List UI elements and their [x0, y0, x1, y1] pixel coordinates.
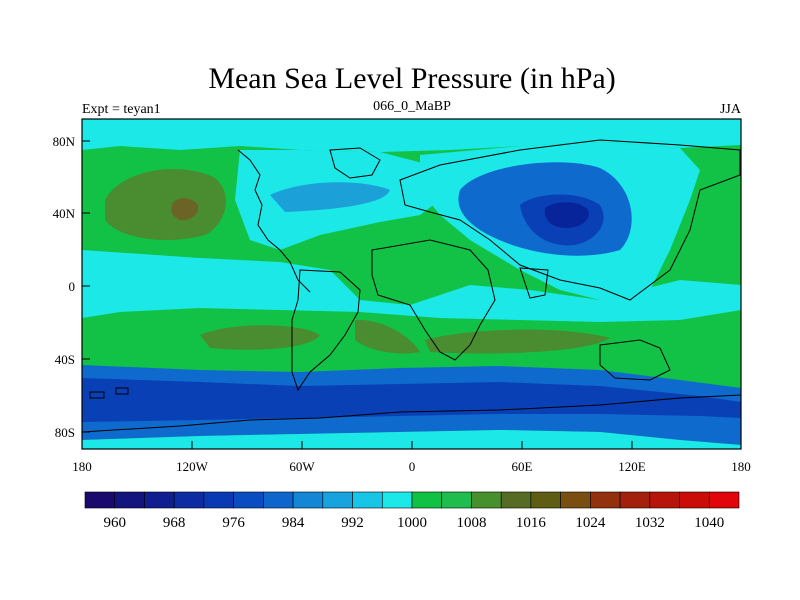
colorbar-swatch: [114, 491, 145, 509]
colorbar-swatch: [560, 491, 591, 509]
y-tick-label: 40N: [53, 206, 76, 221]
colorbar-swatch: [84, 491, 116, 509]
x-tick-label: 0: [409, 459, 416, 474]
colorbar-label: 960: [103, 515, 126, 531]
colorbar-swatch: [471, 491, 502, 509]
colorbar-swatch: [173, 491, 205, 509]
field-southern-984: [82, 378, 741, 422]
colorbar-swatch: [590, 491, 621, 509]
coastlines: [82, 139, 741, 433]
figure-title: Mean Sea Level Pressure (in hPa): [208, 62, 615, 95]
subtitle-experiment: Expt = teyan1: [82, 102, 161, 117]
field-natl-992: [270, 182, 390, 212]
colorbar-label: 976: [222, 515, 245, 531]
colorbar-swatch: [322, 491, 353, 509]
y-tick-label: 0: [69, 279, 76, 294]
colorbar-swatch: [352, 491, 383, 509]
colorbar-label: 1008: [456, 515, 486, 531]
field-asia-low-968: [544, 202, 589, 228]
colorbar-swatch: [649, 491, 680, 509]
colorbar-label: 1016: [516, 515, 547, 531]
field-npacific-1024: [171, 198, 199, 221]
field-antarctic-1000: [82, 430, 741, 449]
y-tick-label: 40S: [55, 352, 75, 367]
colorbar-label: 968: [163, 515, 186, 531]
colorbar-label: 1000: [397, 515, 427, 531]
field-spacific-1016: [200, 325, 320, 350]
colorbar-swatch: [679, 491, 710, 509]
field-satl-1016: [355, 319, 420, 354]
colorbar-swatch: [233, 491, 264, 509]
colorbar-label: 984: [282, 515, 305, 531]
colorbar-label: 1040: [694, 515, 724, 531]
x-axis: 180 120W 60W 0 60E 120E 180: [72, 441, 751, 474]
y-tick-label: 80S: [55, 425, 75, 440]
colorbar-labels: 960 968 976 984 992 1000 1008 1016 1024 1032 1040: [103, 515, 724, 531]
colorbar-label: 992: [341, 515, 364, 531]
colorbar-swatch: [708, 491, 740, 509]
colorbar-swatch: [500, 491, 532, 509]
x-tick-label: 120W: [176, 459, 209, 474]
colorbar-swatch: [619, 491, 651, 509]
pressure-field: [82, 119, 741, 449]
subtitle-season: JJA: [720, 102, 742, 117]
x-tick-label: 180: [731, 459, 751, 474]
subtitle-age: 066_0_MaBP: [373, 99, 451, 114]
colorbar: [84, 491, 740, 509]
field-tropics-1000: [82, 250, 741, 322]
colorbar-label: 1032: [635, 515, 665, 531]
y-tick-label: 80N: [53, 134, 76, 149]
colorbar-swatch: [292, 491, 324, 509]
colorbar-swatch: [530, 491, 561, 509]
field-east-1008: [700, 178, 741, 250]
colorbar-label: 1024: [575, 515, 606, 531]
field-arctic-1000: [82, 119, 741, 152]
x-tick-label: 60E: [512, 459, 533, 474]
field-sindian-1016: [425, 329, 610, 354]
colorbar-swatch: [203, 491, 234, 509]
colorbar-swatch: [441, 491, 472, 509]
y-axis: 80N 40N 0 40S 80S: [53, 134, 90, 440]
colorbar-swatch: [411, 491, 443, 509]
colorbar-swatch: [381, 491, 413, 509]
colorbar-swatch: [144, 491, 175, 509]
field-npacific-1016: [105, 169, 226, 240]
x-tick-label: 120E: [618, 459, 646, 474]
colorbar-swatch: [263, 491, 294, 509]
x-tick-label: 180: [72, 459, 92, 474]
x-tick-label: 60W: [289, 459, 315, 474]
